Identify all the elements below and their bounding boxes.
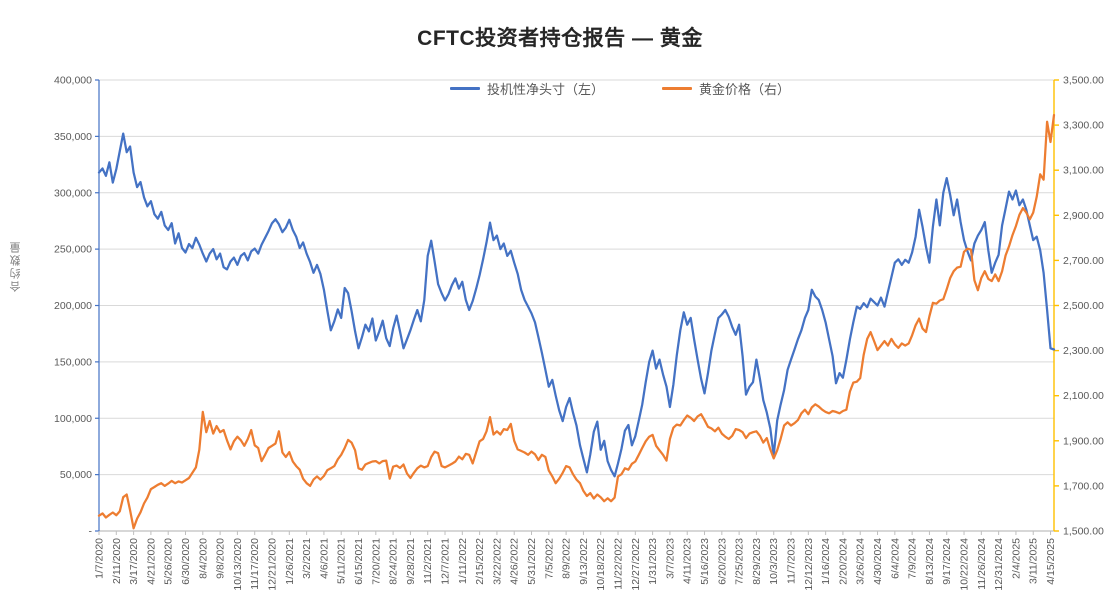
svg-text:8/24/2021: 8/24/2021 [388,538,400,585]
svg-text:6/20/2023: 6/20/2023 [716,538,728,585]
svg-text:100,000: 100,000 [54,413,92,425]
svg-text:4/30/2024: 4/30/2024 [872,538,884,585]
svg-text:11/26/2024: 11/26/2024 [976,538,988,590]
svg-text:5/26/2020: 5/26/2020 [163,538,175,585]
svg-text:3,100.00: 3,100.00 [1063,165,1104,177]
svg-text:10/22/2024: 10/22/2024 [959,538,971,591]
svg-text:10/13/2020: 10/13/2020 [232,538,244,591]
svg-text:2/11/2020: 2/11/2020 [111,538,123,584]
svg-text:3/11/2025: 3/11/2025 [1028,538,1040,584]
legend-line-blue-icon [449,87,480,90]
svg-text:5/11/2021: 5/11/2021 [336,538,348,584]
svg-text:9/13/2022: 9/13/2022 [578,538,590,585]
svg-text:2/15/2022: 2/15/2022 [474,538,486,585]
svg-text:10/18/2022: 10/18/2022 [595,538,607,591]
svg-text:1/26/2021: 1/26/2021 [284,538,296,585]
svg-text:3/2/2021: 3/2/2021 [301,538,313,579]
svg-text:5/16/2023: 5/16/2023 [699,538,711,585]
svg-text:11/22/2022: 11/22/2022 [613,538,625,590]
svg-text:2,900.00: 2,900.00 [1063,210,1104,222]
chart-title: CFTC投资者持仓报告 — 黄金 [417,27,703,50]
svg-text:1,900.00: 1,900.00 [1063,435,1104,447]
svg-text:1,700.00: 1,700.00 [1063,480,1104,492]
svg-text:12/27/2022: 12/27/2022 [630,538,642,591]
svg-text:10/3/2023: 10/3/2023 [768,538,780,585]
svg-text:1,500.00: 1,500.00 [1063,526,1104,538]
svg-text:2,500.00: 2,500.00 [1063,300,1104,312]
svg-text:7/5/2022: 7/5/2022 [543,538,555,579]
svg-text:2/4/2025: 2/4/2025 [1010,538,1022,579]
svg-text:2,300.00: 2,300.00 [1063,345,1104,357]
svg-text:7/25/2023: 7/25/2023 [734,538,746,585]
svg-text:-: - [89,526,93,538]
svg-text:2,700.00: 2,700.00 [1063,255,1104,267]
svg-text:1/16/2024: 1/16/2024 [820,538,832,585]
svg-text:200,000: 200,000 [54,300,92,312]
svg-text:5/31/2022: 5/31/2022 [526,538,538,585]
svg-text:2,100.00: 2,100.00 [1063,390,1104,402]
svg-text:1/11/2022: 1/11/2022 [457,538,469,584]
svg-text:300,000: 300,000 [54,187,92,199]
legend-item-gold-price: 黄金价格（右） [662,79,790,98]
svg-text:8/29/2023: 8/29/2023 [751,538,763,585]
svg-text:9/28/2021: 9/28/2021 [405,538,417,585]
svg-text:2/20/2024: 2/20/2024 [837,538,849,585]
legend-label-net-positions: 投机性净头寸（左） [486,82,604,97]
svg-text:3,300.00: 3,300.00 [1063,120,1104,132]
svg-text:9/17/2024: 9/17/2024 [941,538,953,585]
svg-text:4/11/2023: 4/11/2023 [682,538,694,584]
svg-text:3/26/2024: 3/26/2024 [855,538,867,585]
svg-text:12/7/2021: 12/7/2021 [440,538,452,585]
svg-text:3/22/2022: 3/22/2022 [491,538,503,585]
svg-text:7/9/2024: 7/9/2024 [907,538,919,579]
chart-legend: 投机性净头寸（左） 黄金价格（右） [0,79,1120,98]
legend-label-gold-price: 黄金价格（右） [699,82,791,97]
svg-text:8/13/2024: 8/13/2024 [924,538,936,585]
svg-text:4/15/2025: 4/15/2025 [1045,538,1057,585]
svg-text:400,000: 400,000 [54,75,92,87]
svg-text:3,500.00: 3,500.00 [1063,75,1104,87]
svg-text:350,000: 350,000 [54,131,92,143]
svg-text:11/17/2020: 11/17/2020 [249,538,261,590]
svg-text:11/2/2021: 11/2/2021 [422,538,434,584]
svg-text:4/21/2020: 4/21/2020 [145,538,157,585]
svg-text:6/30/2020: 6/30/2020 [180,538,192,585]
svg-text:6/15/2021: 6/15/2021 [353,538,365,585]
svg-text:9/8/2020: 9/8/2020 [215,538,227,579]
svg-text:3/7/2023: 3/7/2023 [664,538,676,579]
svg-text:8/9/2022: 8/9/2022 [561,538,573,579]
svg-text:250,000: 250,000 [54,244,92,256]
svg-text:1/7/2020: 1/7/2020 [94,538,106,579]
svg-text:12/21/2020: 12/21/2020 [267,538,279,591]
svg-text:12/12/2023: 12/12/2023 [803,538,815,591]
svg-text:11/7/2023: 11/7/2023 [786,538,798,584]
svg-text:1/31/2023: 1/31/2023 [647,538,659,585]
svg-text:150,000: 150,000 [54,356,92,368]
svg-text:12/31/2024: 12/31/2024 [993,538,1005,591]
svg-text:3/17/2020: 3/17/2020 [128,538,140,585]
legend-line-orange-icon [662,87,692,90]
legend-item-net-positions: 投机性净头寸（左） [449,79,604,98]
svg-text:7/20/2021: 7/20/2021 [370,538,382,585]
svg-text:4/6/2021: 4/6/2021 [318,538,330,579]
svg-text:6/4/2024: 6/4/2024 [889,538,901,579]
svg-text:50,000: 50,000 [60,469,92,481]
svg-text:8/4/2020: 8/4/2020 [197,538,209,579]
svg-text:4/26/2022: 4/26/2022 [509,538,521,585]
